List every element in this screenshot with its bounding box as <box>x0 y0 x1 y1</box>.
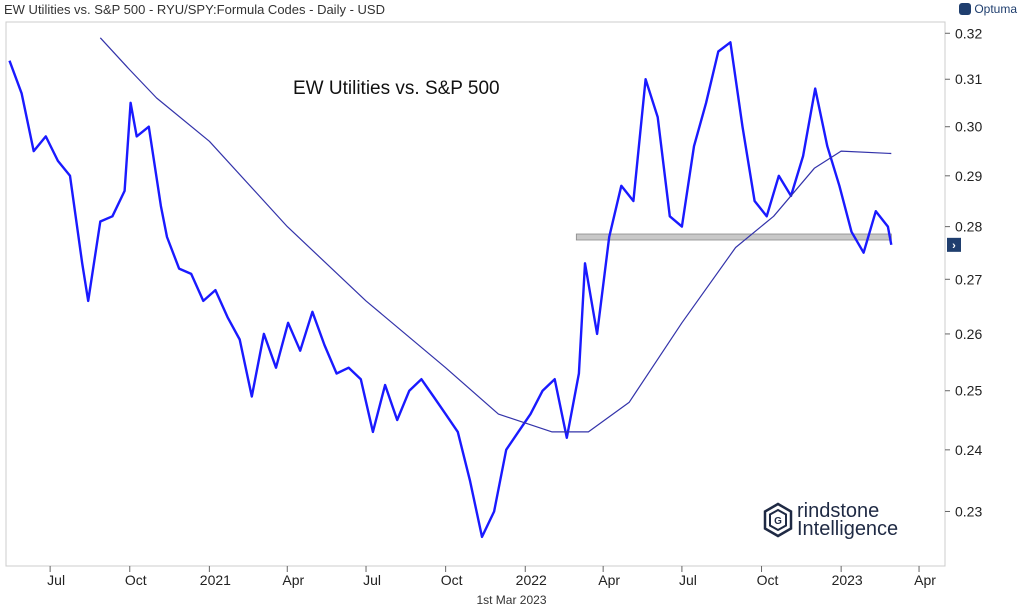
y-tick-label: 0.28 <box>955 219 982 235</box>
x-tick-label: Apr <box>282 572 304 588</box>
brand: Optuma <box>959 2 1017 16</box>
x-tick-label: Jul <box>363 572 381 588</box>
brand-name: Optuma <box>974 2 1017 16</box>
x-tick-label: 2023 <box>832 572 863 588</box>
chart-description: EW Utilities vs. S&P 500 - RYU/SPY:Formu… <box>4 2 385 17</box>
y-tick-label: 0.23 <box>955 503 982 519</box>
chart-header: EW Utilities vs. S&P 500 - RYU/SPY:Formu… <box>0 0 1023 22</box>
y-tick-label: 0.27 <box>955 271 982 287</box>
y-tick-label: 0.25 <box>955 383 982 399</box>
logo-wordmark: rindstone Intelligence <box>797 500 899 540</box>
series-layer <box>8 37 893 539</box>
x-tick-label: Jul <box>47 572 65 588</box>
x-tick-label: Oct <box>125 572 147 588</box>
logo-line-2: Intelligence <box>797 518 899 540</box>
y-axis: 0.23 0.24 0.25 0.26 0.27 0.28 0.29 0.30 0.31 0.32… <box>945 25 982 519</box>
support-level-band <box>575 233 892 241</box>
y-tick-label: 0.30 <box>955 119 982 135</box>
current-value-marker-glyph: › <box>952 240 956 252</box>
x-tick-label: 2022 <box>516 572 547 588</box>
logo-line-1: rindstone <box>797 500 880 522</box>
optuma-logo-icon <box>959 3 972 15</box>
current-value-marker <box>947 237 961 252</box>
moving-average-line <box>99 37 892 433</box>
y-tick-label: 0.24 <box>955 442 982 458</box>
logo-mark-letter: G <box>774 516 782 527</box>
y-tick-label: 0.32 <box>955 25 982 41</box>
plot-frame <box>5 21 946 567</box>
y-tick-label: 0.29 <box>955 168 982 184</box>
y-tick-label: 0.31 <box>955 71 982 87</box>
x-tick-label: Apr <box>598 572 620 588</box>
grindstone-hexagon-icon: G <box>763 502 793 538</box>
grindstone-logo: G rindstone Intelligence <box>763 500 899 540</box>
y-tick-label: 0.26 <box>955 326 982 342</box>
chart-title: EW Utilities vs. S&P 500 <box>293 78 500 99</box>
x-tick-label: 2021 <box>200 572 231 588</box>
price-ratio-line <box>8 41 893 539</box>
x-tick-label: Jul <box>679 572 697 588</box>
x-tick-label: Apr <box>914 572 936 588</box>
date-footer: 1st Mar 2023 <box>476 593 547 607</box>
x-axis: Jul Oct 2021 Apr Jul Oct 2022 Apr Jul Oct 2023 Apr <box>47 566 936 588</box>
x-tick-label: Oct <box>441 572 463 588</box>
x-tick-label: Oct <box>757 572 779 588</box>
